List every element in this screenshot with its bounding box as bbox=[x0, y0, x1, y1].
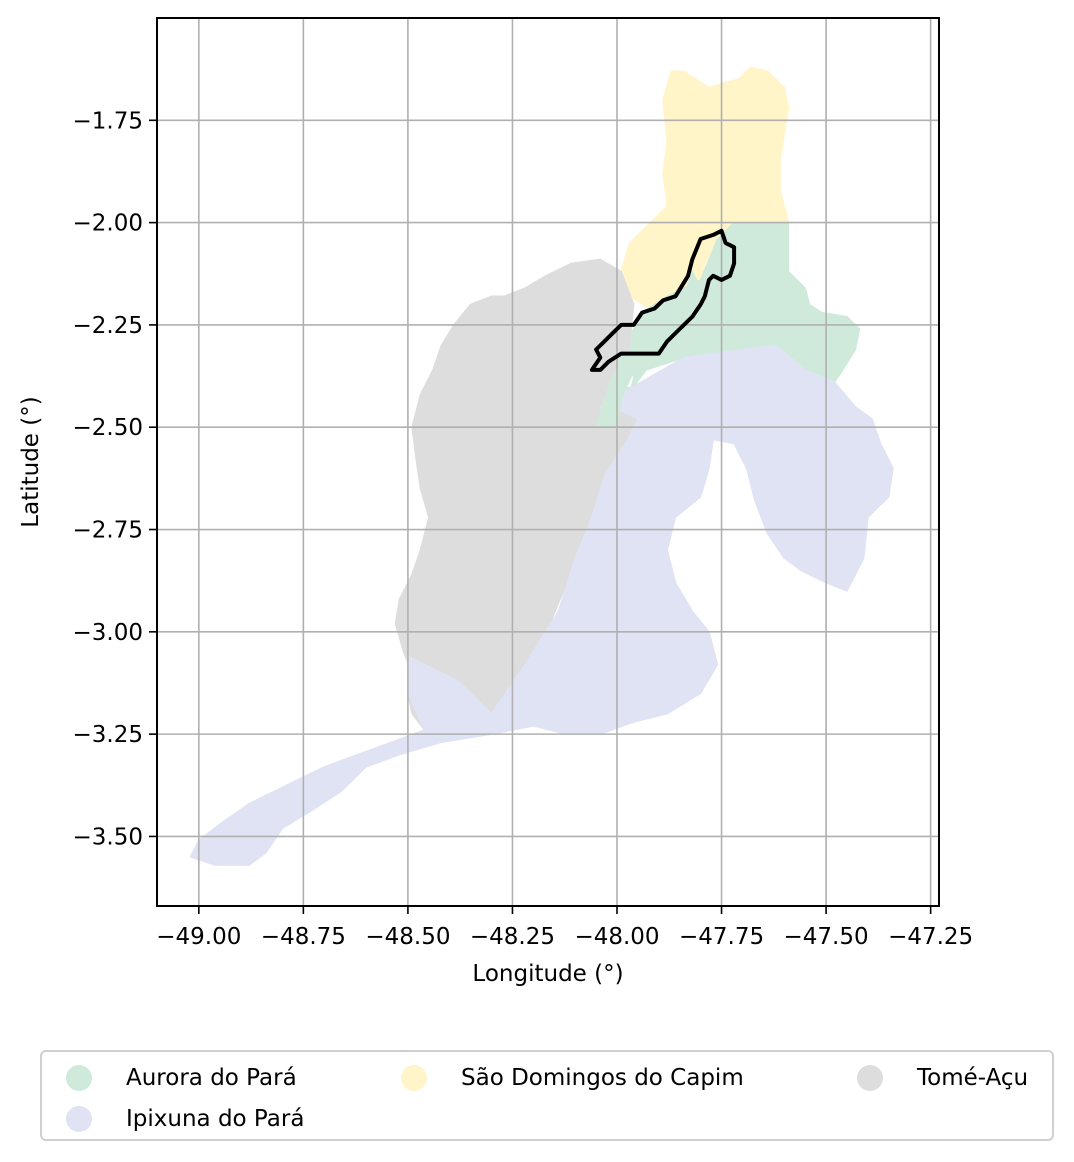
y-tick-label-3: −2.50 bbox=[73, 415, 143, 441]
legend-swatch-tome-acu bbox=[857, 1065, 883, 1091]
x-tick-label-0: −49.00 bbox=[156, 924, 241, 950]
legend-label-sao-domingos-do-capim: São Domingos do Capim bbox=[461, 1065, 744, 1091]
legend-label-aurora-do-para: Aurora do Pará bbox=[126, 1065, 297, 1091]
legend-swatch-ipixuna-do-para bbox=[66, 1106, 92, 1132]
x-tick-label-7: −47.25 bbox=[888, 924, 973, 950]
x-axis-label: Longitude (°) bbox=[472, 961, 623, 987]
y-tick-label-7: −3.50 bbox=[73, 824, 143, 850]
grid-layer bbox=[157, 18, 939, 906]
legend-label-ipixuna-do-para: Ipixuna do Pará bbox=[126, 1106, 305, 1132]
plot-frame bbox=[156, 17, 940, 907]
highlight-layer bbox=[589, 228, 737, 372]
region-fragment-4 bbox=[595, 270, 702, 428]
legend-swatch-sao-domingos-do-capim bbox=[401, 1065, 427, 1091]
legend-label-tome-acu: Tomé-Açu bbox=[917, 1065, 1029, 1091]
y-axis-label: Latitude (°) bbox=[18, 396, 44, 527]
y-tick-label-0: −1.75 bbox=[73, 108, 143, 134]
x-tick-layer: −49.00 −48.75 −48.50 −48.25 −48.00 −47.75 −47.… bbox=[156, 906, 973, 950]
y-tick-label-2: −2.25 bbox=[73, 313, 143, 339]
legend: Aurora do Pará São Domingos do Capim Tom… bbox=[40, 1050, 1054, 1141]
y-tick-label-6: −3.25 bbox=[73, 722, 143, 748]
y-tick-label-4: −2.75 bbox=[73, 518, 143, 544]
legend-item-aurora-do-para: Aurora do Pará bbox=[66, 1062, 297, 1094]
x-tick-label-1: −48.75 bbox=[261, 924, 346, 950]
x-tick-label-3: −48.25 bbox=[470, 924, 555, 950]
highlighted-area-outline bbox=[589, 228, 737, 372]
x-tick-label-4: −48.00 bbox=[574, 924, 659, 950]
legend-swatch-aurora-do-para bbox=[66, 1065, 92, 1091]
legend-item-ipixuna-do-para: Ipixuna do Pará bbox=[66, 1103, 304, 1135]
y-tick-label-5: −3.00 bbox=[73, 620, 143, 646]
x-tick-label-5: −47.75 bbox=[679, 924, 764, 950]
x-tick-label-2: −48.50 bbox=[365, 924, 450, 950]
legend-item-tome-acu: Tomé-Açu bbox=[857, 1062, 1028, 1094]
x-tick-label-6: −47.50 bbox=[784, 924, 869, 950]
y-tick-layer: −1.75 −2.00 −2.25 −2.50 −2.75 −3.00 −3.25 −3.50 bbox=[73, 108, 157, 850]
y-tick-label-1: −2.00 bbox=[73, 211, 143, 237]
legend-item-sao-domingos-do-capim: São Domingos do Capim bbox=[401, 1062, 744, 1094]
